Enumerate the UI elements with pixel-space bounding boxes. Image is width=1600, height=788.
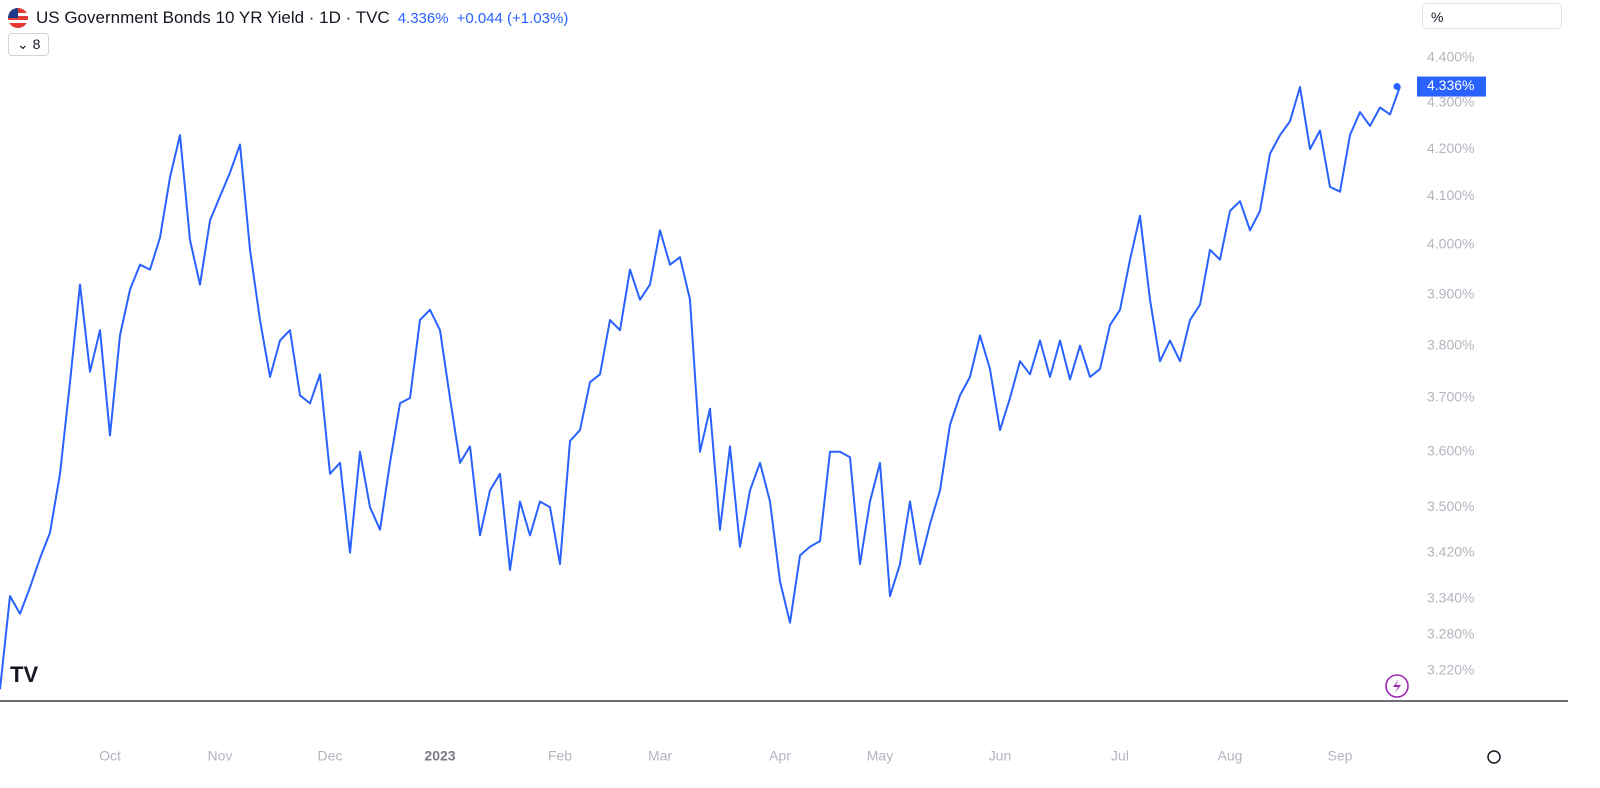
x-tick-label: Oct xyxy=(99,748,121,764)
y-tick-label: 4.300% xyxy=(1427,94,1474,110)
title: US Government Bonds 10 YR Yield · 1D · T… xyxy=(36,8,390,27)
alert-icon xyxy=(1385,674,1409,698)
y-tick-label: 4.000% xyxy=(1427,236,1474,252)
settings-icon xyxy=(1487,750,1501,764)
y-tick-label: 3.280% xyxy=(1427,625,1474,641)
scale-mode-input[interactable]: % xyxy=(1422,3,1562,29)
y-tick-label: 3.220% xyxy=(1427,662,1474,678)
flag-icon xyxy=(8,8,28,28)
indicators-toggle[interactable]: ⌄ 8 xyxy=(8,33,50,56)
y-tick-label: 3.700% xyxy=(1427,389,1474,405)
last-price: 4.336% xyxy=(397,9,449,27)
x-tick-label: Aug xyxy=(1218,748,1243,764)
x-tick-label: May xyxy=(867,748,893,764)
price-tag xyxy=(1417,76,1486,97)
y-tick-label: 3.900% xyxy=(1427,285,1474,301)
indicator-count: 8 xyxy=(32,36,41,52)
tv-logo: TV xyxy=(10,662,38,687)
y-tick-label: 3.420% xyxy=(1427,543,1474,559)
x-tick-label: Dec xyxy=(318,748,343,764)
header: US Government Bonds 10 YR Yield · 1D · T… xyxy=(8,8,568,28)
x-tick-label: 2023 xyxy=(424,748,455,764)
alert-bolt xyxy=(1393,679,1401,693)
price-change: +0.044 (+1.03%) xyxy=(456,9,569,27)
y-tick-label: 4.400% xyxy=(1427,48,1474,64)
x-tick-label: Jun xyxy=(989,748,1012,764)
x-tick-label: Feb xyxy=(548,748,572,764)
x-tick-label: Apr xyxy=(769,748,791,764)
y-tick-label: 4.100% xyxy=(1427,187,1474,203)
y-tick-label: 3.500% xyxy=(1427,498,1474,514)
y-tick-label: 4.200% xyxy=(1427,140,1474,156)
y-tick-label: 3.600% xyxy=(1427,443,1474,459)
x-tick-label: Mar xyxy=(648,748,672,764)
y-tick-label: 3.340% xyxy=(1427,590,1474,606)
y-tick-label: 3.800% xyxy=(1427,336,1474,352)
x-tick-label: Nov xyxy=(208,748,233,764)
price-line xyxy=(0,86,1401,690)
last-point xyxy=(1393,83,1401,91)
x-tick-label: Sep xyxy=(1328,748,1353,764)
x-tick-label: Jul xyxy=(1111,748,1129,764)
price-tag-label: 4.336% xyxy=(1427,77,1474,93)
